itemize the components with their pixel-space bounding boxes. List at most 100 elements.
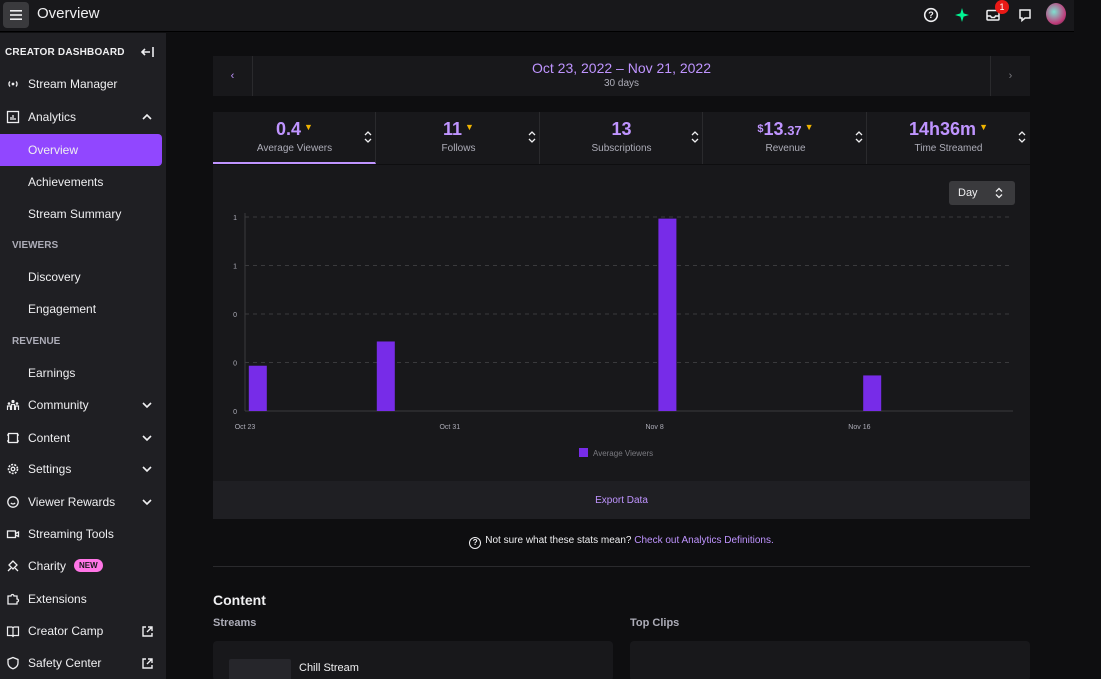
stat-label: Average Viewers bbox=[256, 143, 333, 154]
user-avatar[interactable] bbox=[1046, 3, 1066, 25]
help-icon: ? bbox=[923, 7, 939, 23]
currency-symbol: $ bbox=[757, 123, 764, 135]
sidebar-item-label: Streaming Tools bbox=[28, 527, 114, 541]
stat-time-streamed[interactable]: 14h36m ▼ Time Streamed bbox=[867, 112, 1030, 164]
y-tick-label: 0 bbox=[233, 409, 237, 416]
date-span: 30 days bbox=[603, 78, 640, 89]
help-button[interactable]: ? bbox=[922, 6, 940, 24]
prime-button[interactable] bbox=[953, 6, 971, 24]
stat-label: Time Streamed bbox=[914, 143, 983, 154]
trend-down-icon: ▼ bbox=[804, 122, 814, 132]
sidebar-item-label: Engagement bbox=[28, 302, 97, 316]
x-tick-label: Nov 16 bbox=[848, 424, 870, 431]
sidebar-item-label: Discovery bbox=[28, 270, 81, 284]
charity-icon bbox=[6, 559, 20, 573]
inbox-icon bbox=[986, 9, 1000, 21]
y-tick-label: 1 bbox=[233, 264, 237, 271]
y-tick-label: 0 bbox=[233, 361, 237, 368]
page-title: Overview bbox=[37, 5, 100, 22]
sidebar-item-label: Content bbox=[28, 431, 71, 445]
help-icon: ? bbox=[469, 537, 482, 549]
sidebar-item-stream-manager[interactable]: Stream Manager bbox=[0, 71, 162, 97]
stat-subscriptions[interactable]: 13 Subscriptions bbox=[540, 112, 703, 164]
sidebar-item-engagement[interactable]: Engagement bbox=[0, 296, 162, 322]
trend-down-icon: ▼ bbox=[304, 122, 313, 132]
stream-title[interactable]: Chill Stream bbox=[299, 662, 359, 674]
sidebar-item-label: Charity bbox=[28, 559, 67, 573]
community-icon bbox=[6, 398, 20, 412]
stat-label: Follows bbox=[441, 143, 476, 154]
stat-value: 11 ▼ bbox=[377, 119, 540, 140]
stat-number: 14h36m bbox=[909, 119, 977, 139]
prev-range-button[interactable]: ‹ bbox=[213, 56, 253, 96]
streams-label: Streams bbox=[213, 617, 257, 629]
trend-down-icon: ▼ bbox=[465, 122, 474, 132]
sidebar-item-earnings[interactable]: Earnings bbox=[0, 360, 162, 386]
date-range[interactable]: Oct 23, 2022 – Nov 21, 2022 bbox=[531, 60, 711, 76]
camera-icon bbox=[6, 527, 20, 541]
chevron-down-icon bbox=[142, 466, 152, 473]
sort-icon[interactable] bbox=[364, 130, 372, 144]
rewards-icon bbox=[6, 495, 20, 509]
stat-number: 11 bbox=[443, 119, 463, 139]
stat-follows[interactable]: 11 ▼ Follows bbox=[377, 112, 540, 164]
analytics-icon bbox=[6, 110, 20, 124]
top-clips-card bbox=[630, 641, 1030, 679]
sidebar-item-label: Stream Summary bbox=[28, 207, 122, 221]
sidebar-item-safety-center[interactable]: Safety Center bbox=[0, 650, 162, 676]
stat-value: $13.37 ▼ bbox=[704, 119, 867, 140]
whispers-icon bbox=[1019, 9, 1031, 23]
collapse-icon[interactable] bbox=[140, 45, 154, 59]
sidebar-item-overview[interactable]: Overview bbox=[0, 134, 162, 166]
sidebar-item-achievements[interactable]: Achievements bbox=[0, 169, 162, 195]
sidebar-item-label: Achievements bbox=[28, 175, 104, 189]
section-revenue: REVENUE bbox=[12, 336, 61, 347]
chart-panel: 0 0 0 1 1 Oct 23 Oct 31 Nov 8 Nov 16 Average View… bbox=[213, 165, 1030, 481]
sidebar-item-community[interactable]: Community bbox=[0, 392, 162, 418]
chevron-up-icon bbox=[142, 113, 152, 120]
external-link-icon bbox=[142, 625, 153, 637]
broadcast-icon bbox=[6, 77, 20, 91]
sidebar-item-creator-camp[interactable]: Creator Camp bbox=[0, 618, 162, 644]
sidebar-item-streaming-tools[interactable]: Streaming Tools bbox=[0, 521, 162, 547]
gear-icon bbox=[6, 462, 20, 476]
stat-revenue[interactable]: $13.37 ▼ Revenue bbox=[704, 112, 867, 164]
whispers-button[interactable] bbox=[1016, 6, 1034, 24]
sort-icon[interactable] bbox=[855, 130, 863, 144]
sidebar-item-extensions[interactable]: Extensions bbox=[0, 586, 162, 612]
sidebar-item-stream-summary[interactable]: Stream Summary bbox=[0, 201, 162, 227]
sidebar-item-settings[interactable]: Settings bbox=[0, 456, 162, 482]
sidebar: CREATOR DASHBOARD Stream Manager Analyti… bbox=[0, 33, 166, 679]
export-data-button[interactable]: Export Data bbox=[213, 481, 1030, 519]
sidebar-item-analytics[interactable]: Analytics bbox=[0, 104, 162, 130]
analytics-definitions-link[interactable]: Check out Analytics Definitions. bbox=[634, 535, 774, 546]
sidebar-item-label: Community bbox=[28, 398, 89, 412]
chart-bar bbox=[376, 341, 395, 411]
stream-thumbnail[interactable] bbox=[229, 659, 291, 679]
sidebar-item-viewer-rewards[interactable]: Viewer Rewards bbox=[0, 489, 162, 515]
sidebar-item-label: Earnings bbox=[28, 366, 76, 380]
sidebar-item-charity[interactable]: Charity NEW bbox=[0, 553, 162, 579]
menu-button[interactable] bbox=[3, 2, 29, 28]
trend-down-icon: ▼ bbox=[979, 122, 988, 132]
section-viewers: VIEWERS bbox=[12, 240, 59, 251]
chevron-left-icon: ‹ bbox=[230, 70, 235, 82]
menu-icon bbox=[10, 10, 22, 20]
streams-card: Chill Stream bbox=[213, 641, 613, 679]
sort-icon[interactable] bbox=[528, 130, 536, 144]
sort-icon[interactable] bbox=[691, 130, 699, 144]
inbox-button[interactable] bbox=[984, 6, 1002, 24]
sidebar-item-discovery[interactable]: Discovery bbox=[0, 264, 162, 290]
next-range-button[interactable]: › bbox=[990, 56, 1030, 96]
stat-average-viewers[interactable]: 0.4 ▼ Average Viewers bbox=[213, 112, 376, 164]
granularity-select[interactable]: Day bbox=[949, 181, 1015, 205]
sort-icon[interactable] bbox=[1018, 130, 1026, 144]
stat-cents: .37 bbox=[783, 123, 802, 138]
prime-icon bbox=[955, 8, 969, 22]
stat-number: 13 bbox=[611, 119, 632, 139]
divider bbox=[213, 566, 1030, 567]
chart-bar bbox=[658, 218, 677, 411]
sidebar-item-content[interactable]: Content bbox=[0, 425, 162, 451]
content-icon bbox=[6, 431, 20, 445]
chevron-down-icon bbox=[142, 435, 152, 442]
